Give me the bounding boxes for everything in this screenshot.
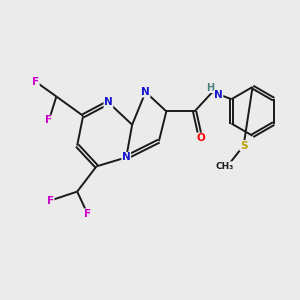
Text: N: N — [214, 90, 223, 100]
Text: F: F — [45, 115, 52, 125]
Text: F: F — [47, 196, 54, 206]
Text: S: S — [240, 140, 247, 151]
Text: F: F — [32, 76, 39, 87]
Text: F: F — [84, 209, 91, 219]
Text: N: N — [104, 98, 113, 107]
Text: N: N — [122, 152, 130, 162]
Text: CH₃: CH₃ — [215, 162, 233, 171]
Text: O: O — [196, 133, 205, 143]
Text: N: N — [141, 87, 150, 97]
Text: H: H — [206, 82, 214, 93]
